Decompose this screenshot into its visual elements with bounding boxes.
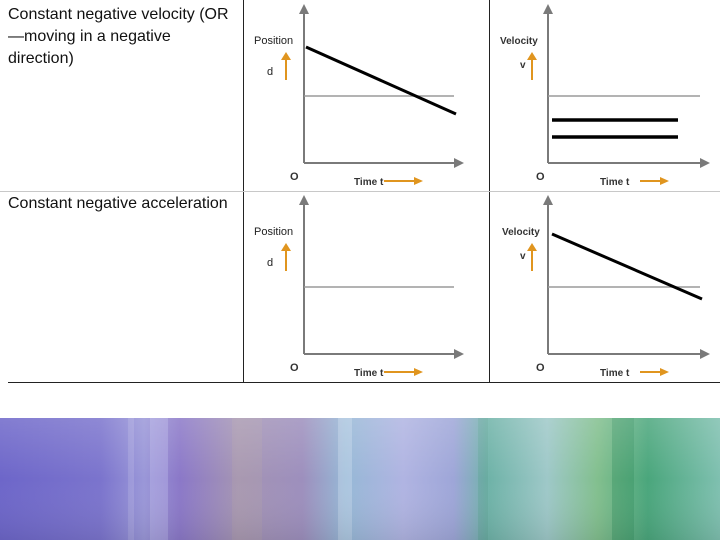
origin-label: O	[290, 362, 299, 374]
y-axis-title: Velocity	[500, 36, 538, 47]
y-axis-arrowhead	[299, 4, 309, 14]
graph-row2-position: Position d O Time t	[244, 191, 489, 381]
table-row-divider	[0, 191, 720, 192]
x-direction-arrowhead	[414, 177, 423, 185]
y-axis-arrowhead	[543, 4, 553, 14]
table-bottom-border	[8, 382, 720, 383]
graph-row2-velocity: Velocity v O Time t	[490, 191, 720, 381]
x-axis-label: Time t	[600, 177, 630, 188]
y-axis-symbol: v	[520, 60, 526, 71]
x-direction-arrowhead	[660, 368, 669, 376]
x-axis-arrowhead	[454, 158, 464, 168]
row-label-constant-negative-acceleration: Constant negative acceleration	[8, 195, 228, 212]
x-direction-arrowhead	[660, 177, 669, 185]
x-axis-label: Time t	[600, 368, 630, 379]
y-direction-arrowhead	[281, 243, 291, 251]
y-axis-symbol: v	[520, 251, 526, 262]
y-direction-arrowhead	[527, 243, 537, 251]
y-axis-symbol: d	[267, 66, 273, 78]
y-axis-symbol: d	[267, 257, 273, 269]
y-axis-title: Velocity	[502, 227, 540, 238]
y-axis-title: Position	[254, 226, 293, 238]
x-axis-label: Time t	[354, 368, 384, 379]
y-axis-arrowhead	[299, 195, 309, 205]
origin-label: O	[536, 171, 545, 183]
plot-line-decreasing-position	[305, 45, 457, 116]
x-direction-arrowhead	[414, 368, 423, 376]
x-axis-arrowhead	[700, 158, 710, 168]
x-axis-arrowhead	[454, 349, 464, 359]
y-direction-arrowhead	[281, 52, 291, 60]
origin-label: O	[290, 171, 299, 183]
y-axis-title: Position	[254, 35, 293, 47]
x-axis-label: Time t	[354, 177, 384, 188]
origin-label: O	[536, 362, 545, 374]
y-direction-arrowhead	[527, 52, 537, 60]
graph-row1-position: Position d O Time t	[244, 0, 489, 190]
decorative-gradient-banner	[0, 418, 720, 540]
y-axis-arrowhead	[543, 195, 553, 205]
row-label-constant-negative-velocity: Constant negative velocity (OR—moving in…	[8, 6, 229, 67]
plot-line-decreasing-velocity	[551, 232, 703, 301]
graph-row1-velocity: Velocity v O Time t	[490, 0, 720, 190]
x-axis-arrowhead	[700, 349, 710, 359]
